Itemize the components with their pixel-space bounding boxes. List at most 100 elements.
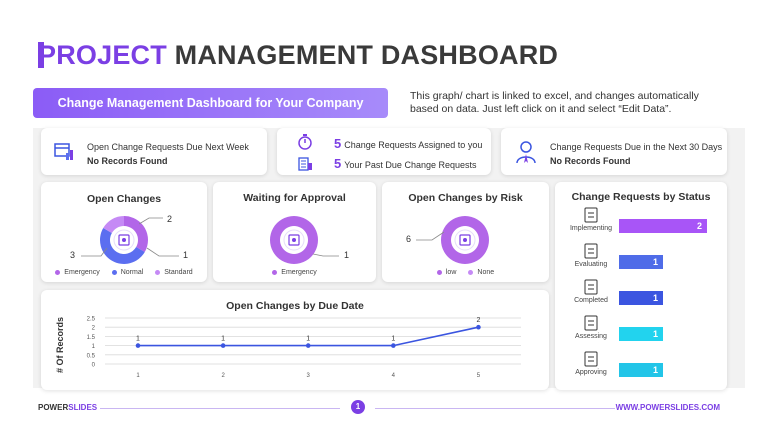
callout-emergency-value: 2 xyxy=(167,214,173,224)
edit-data-note: This graph/ chart is linked to excel, an… xyxy=(410,90,699,115)
status-bar-assessing: 1 xyxy=(619,327,663,341)
document-icon xyxy=(118,234,130,246)
kpi-assigned-row: 5 Change Requests Assigned to you xyxy=(334,136,482,151)
footer-brand: POWERSLIDES xyxy=(38,403,97,412)
legend-item-low: low xyxy=(436,269,456,276)
open-changes-legend: Emergency Normal Standard xyxy=(41,269,207,276)
legend-swatch xyxy=(468,269,474,275)
kpi-card-assigned: 5 Change Requests Assigned to you 5 Your P… xyxy=(277,128,491,175)
donut-slice-normal xyxy=(100,228,145,264)
data-label: 1 xyxy=(136,336,140,343)
risk-title: Open Changes by Risk xyxy=(408,192,523,204)
callout-low-value: 6 xyxy=(406,234,412,244)
y-tick-label: 2.5 xyxy=(87,317,96,323)
legend-item-none: None xyxy=(468,269,494,276)
status-assessing-icon xyxy=(584,315,598,331)
callout-leader-line xyxy=(416,231,445,241)
data-label: 1 xyxy=(221,336,225,343)
legend-swatch xyxy=(111,269,117,275)
people-icon xyxy=(459,234,471,246)
legend-label: Emergency xyxy=(64,269,100,276)
y-tick-label: 1.5 xyxy=(87,335,96,341)
y-tick-label: 0.5 xyxy=(87,353,96,359)
legend-item-normal: Normal xyxy=(111,269,144,276)
legend-label: None xyxy=(477,269,495,276)
callout-normal-value: 3 xyxy=(70,250,76,260)
due-date-title: Open Changes by Due Date xyxy=(226,300,364,312)
status-approving-icon xyxy=(584,351,598,367)
footer-divider-right xyxy=(375,408,615,409)
status-label-evaluating: Evaluating xyxy=(574,261,608,268)
legend-item-emergency: Emergency xyxy=(55,269,100,276)
status-evaluating-icon xyxy=(584,243,598,259)
page-number: 1 xyxy=(351,400,365,414)
data-point xyxy=(391,343,396,348)
callout-leader-line xyxy=(146,247,179,257)
donut-slice-standard xyxy=(103,216,124,233)
callout-leader-line xyxy=(312,253,339,257)
status-icons-layer xyxy=(584,207,598,367)
legend-label: Emergency xyxy=(281,269,317,276)
x-tick-label: 2 xyxy=(221,373,225,379)
status-title: Change Requests by Status xyxy=(571,191,711,203)
risk-card: Open Changes by Risk low None 6 xyxy=(382,182,549,282)
data-point xyxy=(305,343,311,348)
y-tick-label: 2 xyxy=(92,326,96,332)
risk-donut xyxy=(416,216,489,264)
legend-swatch xyxy=(272,269,278,275)
kpi-next-week-label: Open Change Requests Due Next Week xyxy=(87,142,249,152)
footer-brand-b: SLIDES xyxy=(68,403,98,412)
status-label-approving: Approving xyxy=(575,369,607,376)
status-bar-completed: 1 xyxy=(619,291,663,305)
due-date-line-chart: # Of Records 0 0.5 1 1.5 2 2.5 1 1 1 2 1 3 1 4 2 5 xyxy=(55,317,521,379)
open-changes-donut xyxy=(81,216,179,264)
callout-leader-line xyxy=(81,247,108,257)
dashboard-banner: Change Management Dashboard for Your Com… xyxy=(33,88,388,118)
title-accent-bar xyxy=(38,42,44,68)
kpi-past-due-label: Your Past Due Change Requests xyxy=(344,160,477,170)
kpi-assigned-label: Change Requests Assigned to you xyxy=(344,140,483,150)
page-title-rest: MANAGEMENT DASHBOARD xyxy=(166,40,559,70)
legend-label: Normal xyxy=(120,269,144,276)
kpi-past-due-row: 5 Your Past Due Change Requests xyxy=(334,156,477,171)
page-title-accent: PROJECT xyxy=(38,40,167,70)
kpi-next-week-value: No Records Found xyxy=(87,156,168,166)
due-date-card: Open Changes by Due Date # Of Records 0 0.… xyxy=(41,290,549,390)
kpi-card-next-30-days: Change Requests Due in the Next 30 Days … xyxy=(501,128,727,175)
x-tick-label: 5 xyxy=(477,373,481,379)
kpi-assigned-count: 5 xyxy=(334,136,342,151)
data-point xyxy=(476,324,481,330)
x-tick-label: 4 xyxy=(392,373,396,379)
callout-standard-value: 1 xyxy=(183,250,189,260)
calendar-chart-icon xyxy=(54,143,73,160)
data-label: 1 xyxy=(306,336,310,343)
y-axis-label: # Of Records xyxy=(55,317,65,373)
building-icon xyxy=(298,157,312,171)
status-label-implementing: Implementing xyxy=(569,225,613,232)
x-tick-label: 3 xyxy=(307,373,311,379)
kpi-next-30-value: No Records Found xyxy=(550,156,631,166)
risk-legend: low None xyxy=(382,269,549,276)
footer-url[interactable]: WWW.POWERSLIDES.COM xyxy=(615,403,720,412)
status-label-assessing: Assessing xyxy=(575,333,607,340)
status-bar-implementing: 2 xyxy=(619,219,707,233)
data-label: 2 xyxy=(476,317,480,324)
footer: POWERSLIDES 1 WWW.POWERSLIDES.COM xyxy=(0,400,768,416)
y-tick-label: 0 xyxy=(92,363,96,369)
status-bar-approving: 1 xyxy=(619,363,663,377)
data-point xyxy=(135,343,141,348)
waiting-approval-card: Waiting for Approval Emergency 1 xyxy=(213,182,376,282)
open-changes-title: Open Changes xyxy=(86,193,162,205)
page-title: PROJECT MANAGEMENT DASHBOARD xyxy=(38,40,558,71)
kpi-next-30-label: Change Requests Due in the Next 30 Days xyxy=(550,142,723,152)
waiting-approval-title: Waiting for Approval xyxy=(243,192,346,204)
x-tick-label: 1 xyxy=(136,373,140,379)
donut-slice-emergency xyxy=(269,216,318,264)
legend-item-standard: Standard xyxy=(155,269,193,276)
status-bar-evaluating: 1 xyxy=(619,255,663,269)
legend-swatch xyxy=(436,269,442,275)
status-card: Change Requests by Status Implementing 2 E… xyxy=(555,182,727,390)
callout-leader-line xyxy=(138,217,163,225)
legend-swatch xyxy=(155,269,161,275)
legend-label: Standard xyxy=(164,269,193,276)
